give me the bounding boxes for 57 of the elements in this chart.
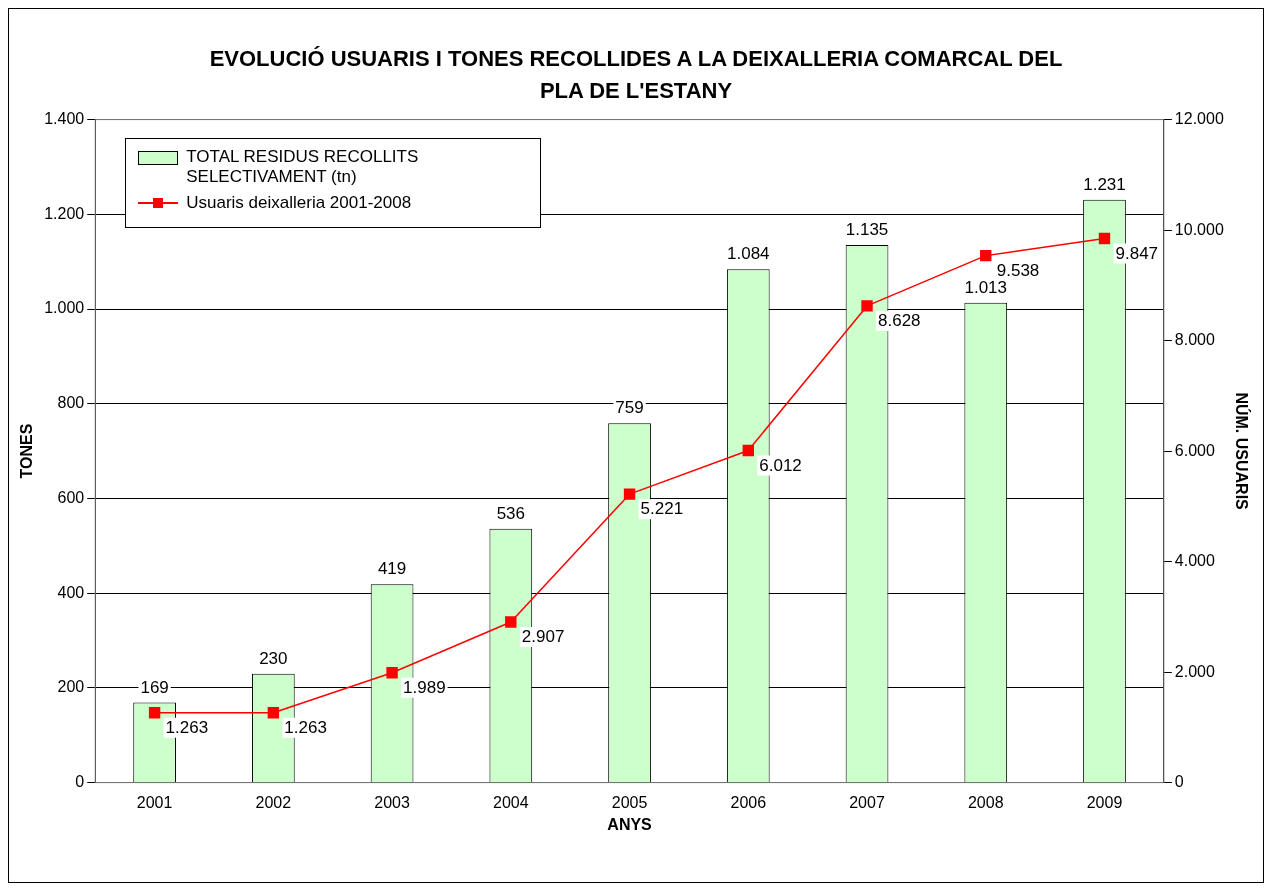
y2-tick-label: 2.000: [1174, 662, 1215, 680]
data-label: 419: [377, 559, 407, 579]
y-axis-title: TONES: [18, 423, 36, 479]
point: [742, 444, 754, 457]
x-tick-label: 2004: [493, 793, 529, 811]
data-label: 2.907: [521, 627, 565, 647]
data-label: 8.628: [878, 311, 921, 331]
y-tick-label: 1.400: [44, 110, 85, 128]
point: [386, 667, 398, 679]
y2-axis-title: NÚM. USUARIS: [1232, 392, 1251, 511]
y2-tick-label: 6.000: [1174, 441, 1215, 459]
x-axis-title: ANYS: [607, 815, 653, 833]
point: [1098, 232, 1111, 245]
data-label: 1.989: [403, 677, 446, 697]
data-label: 9.538: [996, 260, 1040, 280]
data-label: 5.221: [640, 499, 684, 519]
point: [861, 300, 873, 312]
chart-title: EVOLUCIÓ USUARIS I TONES RECOLLIDES A LA DEIXALLERIA COMARCAL DEL PLA DE L'ESTANY: [208, 45, 1064, 105]
data-label: 1.231: [1083, 174, 1126, 194]
x-tick-label: 2009: [1086, 793, 1123, 811]
y-tick-label: 800: [57, 394, 85, 412]
data-label: 9.847: [1115, 243, 1159, 263]
data-label: 536: [496, 503, 526, 523]
x-tick-label: 2006: [730, 793, 767, 811]
x-tick-label: 2003: [374, 793, 410, 811]
y2-tick-label: 12.000: [1174, 110, 1224, 128]
data-label: 1.013: [964, 278, 1008, 298]
y-tick-label: 1.200: [44, 204, 85, 222]
y2-tick-label: 0: [1174, 773, 1184, 791]
x-tick-label: 2001: [136, 793, 173, 811]
data-label: 1.084: [727, 244, 770, 264]
point: [267, 707, 280, 719]
y-tick-label: 400: [57, 583, 85, 601]
data-label: 169: [140, 677, 169, 697]
legend-label: Usuaris deixalleria 2001-2008: [186, 192, 412, 213]
point: [148, 707, 161, 719]
x-tick-label: 2005: [611, 793, 648, 811]
y-tick-label: 600: [57, 488, 85, 506]
y-tick-label: 200: [57, 678, 85, 696]
y-tick-label: 1.000: [44, 299, 85, 317]
data-label: 1.263: [165, 718, 209, 738]
data-label: 6.012: [759, 455, 802, 475]
y2-tick-label: 10.000: [1174, 220, 1224, 238]
point: [623, 488, 636, 500]
y2-tick-label: 8.000: [1174, 331, 1215, 349]
point: [980, 249, 992, 262]
data-label: 759: [615, 398, 644, 418]
point: [505, 616, 517, 628]
x-tick-label: 2002: [255, 793, 292, 811]
y2-tick-label: 4.000: [1174, 552, 1215, 570]
data-label: 230: [259, 648, 288, 668]
x-tick-label: 2008: [967, 793, 1004, 811]
x-tick-label: 2007: [849, 793, 885, 811]
data-label: 1.263: [284, 718, 327, 738]
data-label: 1.135: [845, 220, 889, 240]
legend-label: TOTAL RESIDUS RECOLLITS SELECTIVAMENT (tn): [186, 146, 420, 187]
y-tick-label: 0: [75, 773, 85, 791]
